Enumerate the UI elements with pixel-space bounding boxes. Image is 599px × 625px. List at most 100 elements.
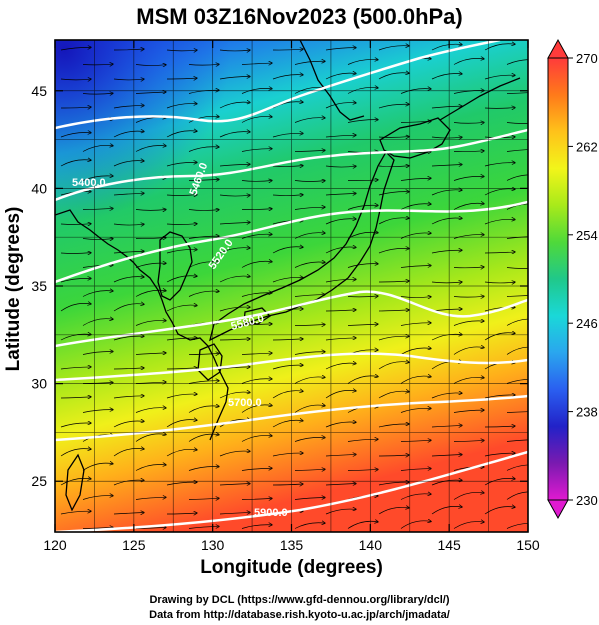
streamline-arrow [400,323,431,326]
x-tick-label: 130 [201,537,225,553]
streamline-arrow [400,494,431,500]
streamline-arrow [506,464,528,471]
streamline-arrow [272,339,303,340]
streamline-arrow [294,377,325,384]
streamline-arrow [60,107,91,108]
streamline-arrow [241,88,272,94]
streamline-arrow [484,219,515,225]
streamline-arrow [241,149,272,152]
streamline-arrow [188,381,219,384]
streamline-arrow [219,451,250,457]
streamline-arrow [453,122,484,123]
streamline-arrow [241,405,272,413]
streamline-arrow [453,203,484,210]
streamline-arrow [325,166,356,167]
streamline-arrow [135,320,166,326]
contour-line [55,200,528,284]
contour-label: 5400.0 [72,177,106,189]
streamline-arrow [60,79,91,80]
streamline-arrow [484,44,515,51]
streamline-arrow [294,469,325,470]
streamline-arrow [135,210,166,211]
streamline-arrow [113,224,144,225]
streamline-arrow [484,333,515,341]
streamline-arrow [484,189,515,196]
streamline-arrow [82,463,113,471]
streamline-arrow [113,251,144,253]
streamline-arrow [431,506,462,515]
contour-line [55,352,528,382]
streamline-arrow [325,390,356,399]
streamline-arrow [241,180,272,181]
streamline-arrow [294,405,325,413]
streamline-arrow [60,253,91,254]
streamline-arrow [241,498,272,499]
streamline-arrow [453,235,484,239]
streamline-arrow [82,176,113,181]
x-axis-label: Longitude (degrees) [200,557,383,578]
streamline-arrow [113,304,144,312]
streamline-arrow [325,73,356,80]
streamline-arrow [272,195,303,196]
streamline-arrow [113,131,144,138]
streamline-arrow [506,267,528,269]
x-tick-label: 150 [516,537,540,553]
streamline-arrow [272,365,303,370]
streamline-arrow [188,353,219,354]
streamline-arrow [166,131,197,138]
streamline-arrow [113,336,144,341]
contour-line [55,290,528,348]
streamline-arrow [378,424,409,428]
streamline-arrow [294,118,325,123]
streamline-arrow [113,193,144,195]
streamline-arrow [272,277,303,283]
streamline-arrow [241,353,272,354]
streamline-arrow [431,164,462,166]
streamline-arrow [453,58,484,65]
streamline-arrow [166,195,197,196]
streamline-arrow [241,261,272,268]
streamline-arrow [378,46,409,51]
colorbar-ticks: 270 262 254 246 238 230 [568,51,598,508]
streamline-arrow [166,420,197,428]
streamline-arrow [431,218,462,225]
taiwan-coastline [65,453,85,512]
streamline-arrow [431,74,462,80]
streamline-arrow [219,392,250,399]
streamline-arrow [484,163,515,167]
streamline-arrow [347,120,378,123]
streamline-arrow [113,368,144,369]
streamline-arrow [188,466,219,471]
streamline-arrow [166,162,197,167]
streamline-arrow [378,281,409,282]
streamline-arrow [188,406,219,413]
colorbar-max-arrow [547,38,569,59]
streamline-arrow [113,49,144,50]
streamline-arrow [347,469,378,470]
streamline-arrow [431,106,462,109]
streamline-arrow [219,102,250,109]
streamline-arrow [82,265,113,268]
contour-line [55,128,528,202]
streamline-arrow [325,279,356,283]
streamline-arrow [272,484,303,485]
colorbar-scale [547,57,569,501]
streamline-arrow [325,422,356,428]
streamline-arrow [400,469,431,471]
streamline-arrow [484,75,515,80]
streamline-arrow [272,247,303,254]
streamline-arrow [166,394,197,399]
streamline-arrow [294,61,325,65]
streamline-arrow [347,59,378,65]
streamline-arrow [400,178,431,181]
streamline-arrow [506,346,528,355]
wind-streamlines [60,44,528,529]
streamline-arrow [241,209,272,210]
streamline-arrow [113,480,144,486]
streamline-arrow [347,180,378,181]
streamline-arrow [82,410,113,413]
streamline-arrow [484,252,515,253]
streamline-arrow [188,179,219,180]
streamline-arrow [241,435,272,442]
streamline-arrow [484,108,515,109]
